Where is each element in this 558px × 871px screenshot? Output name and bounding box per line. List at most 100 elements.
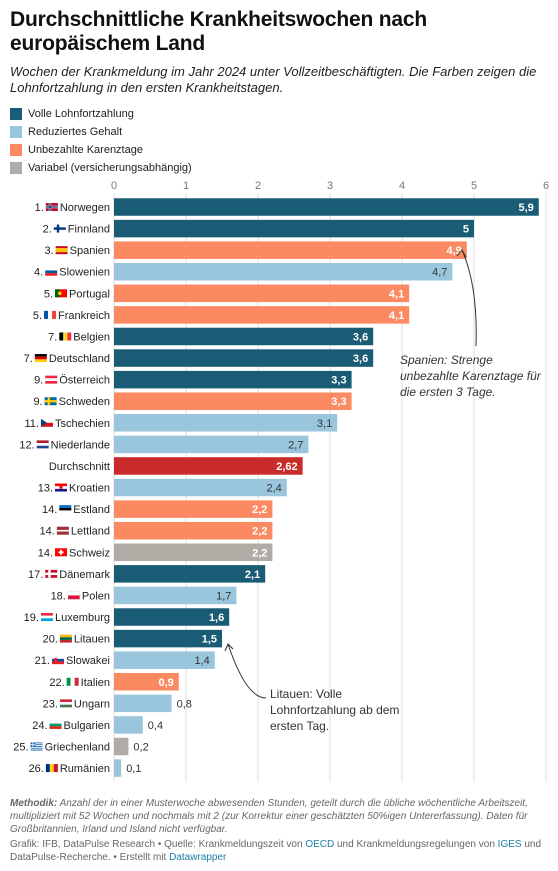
annotation-line-0-2: die ersten 3 Tage. — [400, 385, 496, 399]
category-rank-rumaenien: 26. — [29, 763, 44, 775]
x-tick-label-0: 0 — [111, 180, 117, 192]
bar-finnland — [114, 219, 474, 238]
legend: Volle Lohnfortzahlung Reduziertes Gehalt… — [10, 105, 310, 177]
value-label-tschechien: 3,1 — [317, 418, 332, 430]
flag-croatia-icon — [55, 483, 68, 492]
category-label-italien: 22. Italien — [49, 677, 110, 689]
annotation-line-1-2: ersten Tag. — [270, 719, 329, 733]
annotation-arrow-0 — [461, 249, 477, 347]
category-rank-griechenland: 25. — [13, 742, 28, 754]
category-rank-portugal: 5. — [44, 288, 53, 300]
category-rank-oesterreich: 9. — [34, 375, 43, 387]
annotation-line-1-0: Litauen: Volle — [270, 687, 342, 701]
legend-item-full: Volle Lohnfortzahlung — [10, 105, 310, 123]
annotation-0: Spanien: Strenge unbezahlte Karenztage fü… — [400, 249, 542, 399]
category-rank-deutschland: 7. — [24, 353, 33, 365]
category-label-estland: 14. Estland — [42, 504, 110, 516]
bar-deutschland — [114, 349, 374, 367]
category-name-schweiz: Schweiz — [69, 547, 110, 559]
flag-czechia-icon — [40, 418, 53, 427]
bar-italien — [114, 673, 179, 691]
flag-netherlands-icon — [36, 440, 49, 449]
bar-ungarn — [114, 694, 172, 713]
category-name-deutschland: Deutschland — [49, 353, 110, 365]
category-label-oesterreich: 9. Österreich — [34, 375, 110, 387]
legend-item-variable: Variabel (versicherungsabhängig) — [10, 159, 310, 177]
category-label-durchschnitt: Durchschnitt — [49, 461, 110, 473]
source-link-datawrapper[interactable]: Datawrapper — [169, 852, 227, 863]
category-label-polen: 18. Polen — [51, 590, 110, 602]
flag-slovakia-icon — [51, 656, 64, 665]
bar-oesterreich — [114, 370, 352, 389]
annotation-arrowhead-0 — [456, 249, 467, 258]
category-name-litauen: Litauen — [74, 634, 110, 646]
category-rank-polen: 18. — [51, 590, 66, 602]
bar-estland — [114, 500, 273, 518]
flag-sweden-icon — [44, 397, 57, 406]
flag-latvia-icon — [56, 526, 69, 535]
flag-germany-icon — [34, 354, 47, 363]
category-name-rumaenien: Rumänien — [60, 763, 110, 775]
value-label-griechenland: 0,2 — [133, 742, 148, 754]
bar-belgien — [114, 327, 374, 346]
legend-swatch-variable — [10, 162, 22, 174]
source-text-c: und DataPulse-Recherche. • Erstellt mit — [10, 839, 542, 863]
bar-portugal — [114, 284, 410, 303]
value-label-oesterreich: 3,3 — [331, 375, 346, 387]
category-name-italien: Italien — [81, 677, 110, 689]
x-tick-label-5: 5 — [471, 180, 477, 192]
value-label-slowakei: 1,4 — [195, 655, 210, 667]
chart-title: Durchschnittliche Krankheitswochen nach … — [10, 8, 427, 55]
bar-lettland — [114, 521, 273, 540]
bar-rumaenien — [114, 759, 122, 777]
source-link-oecd[interactable]: OECD — [305, 839, 335, 850]
bar-norwegen — [114, 198, 539, 216]
flag-belgium-icon — [59, 332, 72, 341]
legend-label-full: Volle Lohnfortzahlung — [28, 108, 134, 120]
flag-denmark-icon — [45, 569, 58, 578]
flag-greece-icon — [30, 742, 43, 751]
category-rank-slowakei: 21. — [35, 655, 50, 667]
category-rank-estland: 14. — [42, 504, 57, 516]
category-label-tschechien: 11. Tschechien — [24, 418, 110, 430]
annotation-arrowhead-1 — [224, 643, 234, 652]
legend-swatch-reduced — [10, 126, 22, 138]
category-label-deutschland: 7. Deutschland — [24, 353, 110, 365]
category-label-belgien: 7. Belgien — [48, 331, 110, 343]
x-tick-label-3: 3 — [327, 180, 333, 192]
category-name-bulgarien: Bulgarien — [64, 720, 110, 732]
category-rank-schweden: 9. — [33, 396, 42, 408]
category-label-rumaenien: 26. Rumänien — [29, 763, 110, 775]
category-rank-daenemark: 17. — [28, 569, 43, 581]
category-name-lettland: Lettland — [71, 526, 110, 538]
category-label-slowenien: 4. Slowenien — [34, 267, 110, 279]
value-label-litauen: 1,5 — [202, 634, 217, 646]
category-rank-lettland: 14. — [40, 526, 55, 538]
annotation-arrow-1 — [227, 643, 267, 699]
category-name-griechenland: Griechenland — [45, 742, 110, 754]
value-label-lettland: 2,2 — [252, 526, 267, 538]
bar-litauen — [114, 629, 222, 648]
methodology-text: Anzahl der in einer Musterwoche abwesend… — [10, 798, 528, 835]
category-label-frankreich: 5. Frankreich — [33, 310, 110, 322]
category-label-schweden: 9. Schweden — [33, 396, 110, 408]
category-label-niederlande: 12. Niederlande — [19, 439, 110, 451]
flag-finland-icon — [53, 224, 66, 233]
value-label-finnland: 5 — [463, 224, 469, 236]
flag-bulgaria-icon — [49, 720, 62, 729]
bar-niederlande — [114, 435, 309, 454]
bar-tschechien — [114, 414, 338, 432]
annotation-line-0-1: unbezahlte Karenztage für — [400, 369, 542, 383]
value-label-schweden: 3,3 — [331, 396, 346, 408]
annotation-1: Litauen: Volle Lohnfortzahlung ab dem erst… — [224, 643, 399, 733]
category-name-kroatien: Kroatien — [69, 483, 110, 495]
bar-griechenland — [114, 737, 129, 756]
category-rank-slowenien: 4. — [34, 267, 43, 279]
annotation-line-1-1: Lohnfortzahlung ab dem — [270, 703, 399, 717]
category-label-bulgarien: 24. Bulgarien — [32, 720, 110, 732]
category-label-griechenland: 25. Griechenland — [13, 742, 110, 754]
source-link-iges[interactable]: IGES — [497, 839, 522, 850]
flag-lithuania-icon — [59, 634, 72, 643]
category-name-oesterreich: Österreich — [59, 375, 110, 387]
value-label-deutschland: 3,6 — [353, 353, 368, 365]
